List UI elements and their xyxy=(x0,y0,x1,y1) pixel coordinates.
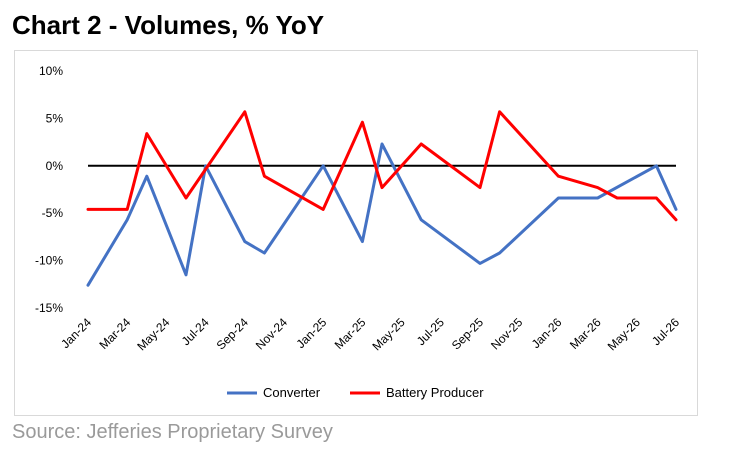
x-tick-label: Nov-24 xyxy=(253,315,290,352)
y-tick-label: -5% xyxy=(42,206,64,220)
x-tick-label: Mar-25 xyxy=(332,315,369,352)
chart-area: 10% 5% 0% -5% -10% -15% Jan-24 Mar-24 May-24 Jul… xyxy=(14,50,698,416)
y-tick-label: -10% xyxy=(35,254,63,268)
x-tick-label: Sep-24 xyxy=(214,315,251,352)
x-tick-label: Jan-24 xyxy=(58,315,94,351)
y-tick-label: 5% xyxy=(46,111,64,125)
x-tick-label: Jan-25 xyxy=(293,315,329,351)
y-tick-label: 0% xyxy=(46,159,64,173)
legend-label: Battery Producer xyxy=(386,385,484,400)
x-tick-label: Jul-25 xyxy=(414,315,447,348)
y-tick-label: 10% xyxy=(39,64,63,78)
legend-label: Converter xyxy=(263,385,321,400)
series-line-battery-producer xyxy=(86,110,678,222)
x-axis-ticks: Jan-24 Mar-24 May-24 Jul-24 Sep-24 Nov-24 Jan-… xyxy=(58,315,682,353)
x-tick-label: Mar-24 xyxy=(97,315,134,352)
series-line-converter xyxy=(86,142,678,287)
x-tick-label: Jul-26 xyxy=(649,315,682,348)
series-layer xyxy=(86,110,678,287)
x-tick-label: Sep-25 xyxy=(449,315,486,352)
y-tick-label: -15% xyxy=(35,301,63,315)
x-tick-label: Jan-26 xyxy=(529,315,565,351)
x-tick-label: May-24 xyxy=(134,315,172,353)
x-tick-label: May-25 xyxy=(370,315,408,353)
chart-title: Chart 2 - Volumes, % YoY xyxy=(12,10,325,40)
y-axis-ticks: 10% 5% 0% -5% -10% -15% xyxy=(35,64,63,315)
x-tick-label: May-26 xyxy=(605,315,643,353)
x-tick-label: Nov-25 xyxy=(488,315,525,352)
line-chart: 10%5%0%-5%-10%-15% Jan-24 Mar-24 May-24 Jul… xyxy=(35,64,682,400)
source-note: Source: Jefferies Proprietary Survey xyxy=(12,421,333,443)
legend: Converter Battery Producer xyxy=(227,385,484,400)
x-tick-label: Mar-26 xyxy=(567,315,604,352)
x-tick-label: Jul-24 xyxy=(179,315,212,348)
